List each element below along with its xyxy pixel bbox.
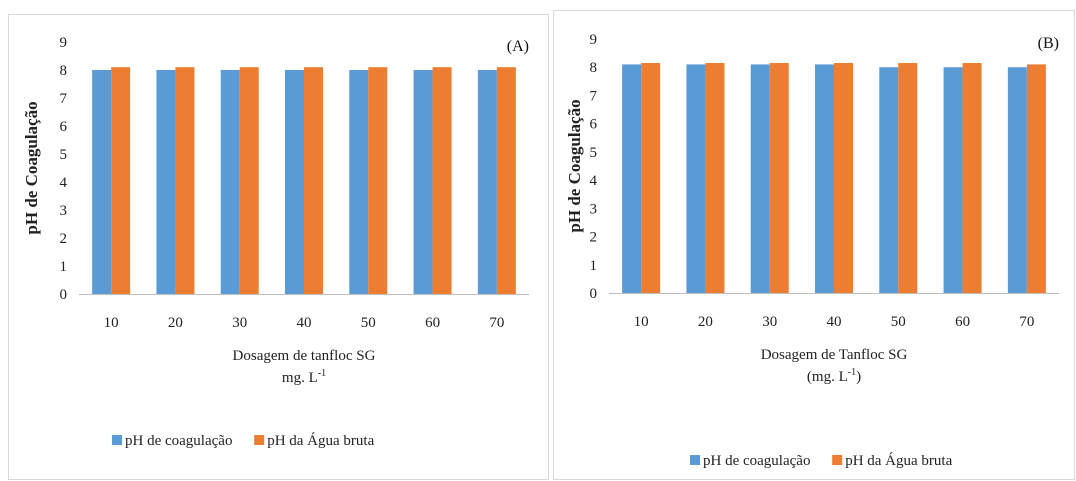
bar-coagulation <box>220 70 240 294</box>
bar-coagulation <box>413 70 433 294</box>
x-tick-label: 50 <box>361 315 376 331</box>
y-tick-label: 1 <box>60 259 68 275</box>
bar-chart-a: 0 1 2 3 4 5 6 7 8 9 pH de Coagulação 10 20 30 40 50 60 70… <box>22 35 529 449</box>
y-tick-label: 7 <box>590 88 598 104</box>
bar-raw-water <box>962 62 982 293</box>
x-tick-label: 70 <box>1019 314 1034 330</box>
x-axis-unit-label: mg. L-1 <box>282 368 326 386</box>
panel-label: (B) <box>1038 35 1059 52</box>
chart-panel-b: 0 1 2 3 4 5 6 7 8 9 pH de Coagulação 10 20 30 40 50 60 70… <box>553 10 1075 480</box>
x-tick-label: 40 <box>297 315 312 331</box>
y-tick-label: 7 <box>60 91 68 107</box>
bar-coagulation <box>750 64 770 294</box>
y-tick-label: 5 <box>590 145 598 161</box>
bar-coagulation <box>879 67 899 293</box>
y-tick-label: 3 <box>60 203 68 219</box>
legend-swatch <box>832 455 843 465</box>
bar-coagulation <box>1007 67 1027 293</box>
bar-coagulation <box>815 64 834 294</box>
y-tick-label: 0 <box>590 286 598 302</box>
y-axis-label: pH de Coagulação <box>22 101 41 234</box>
legend-swatch <box>254 435 265 445</box>
legend-entry: pH de coagulação <box>703 453 810 469</box>
bar-coagulation <box>477 70 497 294</box>
bar-raw-water <box>496 67 516 294</box>
bar-raw-water <box>239 67 259 294</box>
bar-coagulation <box>622 64 642 294</box>
y-tick-label: 5 <box>60 147 68 163</box>
y-tick-label: 4 <box>590 173 598 189</box>
x-tick-label: 60 <box>955 314 970 330</box>
panel-label: (A) <box>507 38 529 55</box>
x-tick-label: 60 <box>425 315 440 331</box>
bar-raw-water <box>898 62 918 293</box>
x-axis-unit-label: (mg. L-1) <box>807 367 861 385</box>
y-tick-label: 9 <box>60 35 68 51</box>
y-tick-label: 3 <box>590 201 598 217</box>
x-tick-label: 30 <box>232 315 247 331</box>
legend-entry: pH da Água bruta <box>267 432 374 449</box>
y-tick-label: 2 <box>60 231 68 247</box>
bar-coagulation <box>349 70 369 294</box>
y-tick-label: 6 <box>60 119 68 135</box>
bar-raw-water <box>641 62 661 293</box>
legend-entry: pH de coagulação <box>125 433 232 449</box>
bar-raw-water <box>175 67 195 294</box>
bar-raw-water <box>1026 64 1046 294</box>
bar-chart-b: 0 1 2 3 4 5 6 7 8 9 pH de Coagulação 10 20 30 40 50 60 70… <box>565 32 1059 469</box>
bar-raw-water <box>432 67 452 294</box>
y-tick-label: 8 <box>590 60 598 76</box>
x-tick-label: 70 <box>489 315 504 331</box>
bar-raw-water <box>304 67 323 294</box>
x-axis-label: Dosagem de tanfloc SG <box>233 348 376 364</box>
legend-swatch <box>112 435 122 445</box>
y-tick-label: 4 <box>60 175 68 191</box>
y-tick-label: 2 <box>590 230 598 246</box>
x-axis-label: Dosagem de Tanfloc SG <box>761 347 908 363</box>
bar-coagulation <box>156 70 176 294</box>
bar-raw-water <box>368 67 388 294</box>
bar-coagulation <box>92 70 112 294</box>
x-tick-label: 20 <box>698 314 713 330</box>
bar-coagulation <box>285 70 304 294</box>
x-tick-label: 10 <box>104 315 119 331</box>
bar-raw-water <box>834 62 853 293</box>
y-tick-label: 0 <box>60 287 68 303</box>
y-tick-label: 9 <box>590 32 598 48</box>
chart-panel-a: 0 1 2 3 4 5 6 7 8 9 pH de Coagulação 10 20 30 40 50 60 70… <box>8 14 549 480</box>
x-tick-label: 20 <box>168 315 183 331</box>
y-tick-label: 6 <box>590 117 598 133</box>
bar-raw-water <box>769 62 789 293</box>
x-tick-label: 10 <box>634 314 649 330</box>
bar-coagulation <box>943 67 963 293</box>
legend-swatch <box>690 455 700 465</box>
x-tick-label: 30 <box>762 314 777 330</box>
bar-raw-water <box>111 67 131 294</box>
y-tick-label: 8 <box>60 63 68 79</box>
bar-coagulation <box>686 64 706 294</box>
x-tick-label: 50 <box>891 314 906 330</box>
legend-entry: pH da Água bruta <box>845 452 952 469</box>
x-tick-label: 40 <box>827 314 842 330</box>
y-tick-label: 1 <box>590 258 598 274</box>
bar-raw-water <box>705 62 725 293</box>
y-axis-label: pH de Coagulação <box>565 99 584 232</box>
